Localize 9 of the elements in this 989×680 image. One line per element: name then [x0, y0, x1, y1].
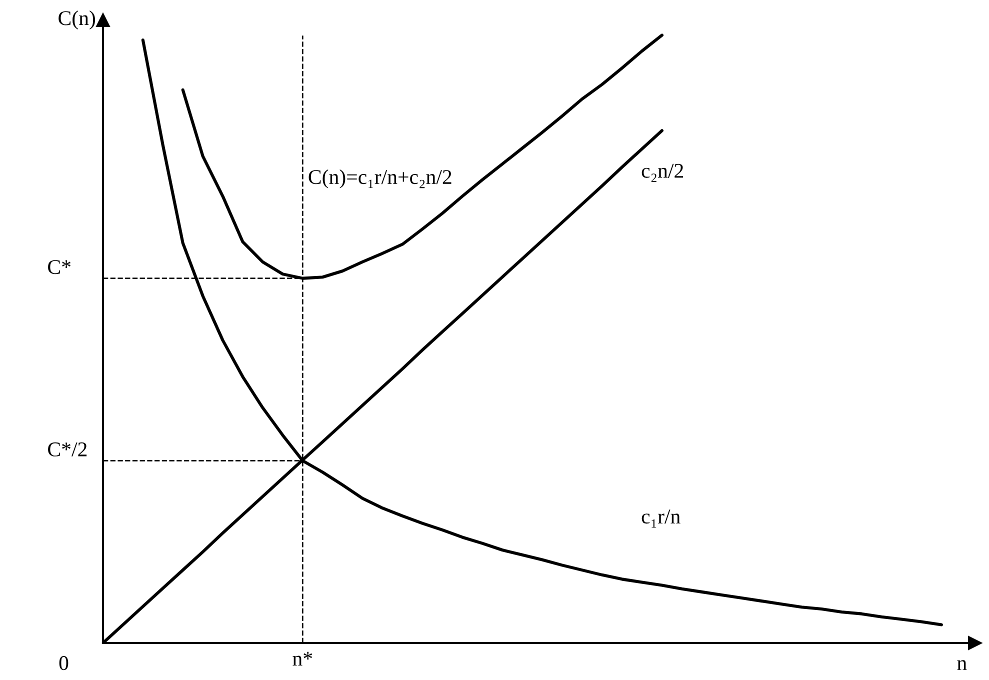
y-axis-title: C(n): [58, 10, 96, 30]
ref-line-label: C*: [48, 260, 71, 274]
text: 0: [59, 656, 68, 670]
text: n*: [292, 652, 312, 666]
x-axis-title: n: [957, 660, 967, 670]
ref-line-label: C*/2: [48, 442, 87, 456]
series-label: C(n)=c₁r/n+c₂n/2: [308, 169, 452, 188]
series-label: c₂n/2: [642, 164, 684, 182]
text: c₁r/n: [642, 510, 680, 528]
